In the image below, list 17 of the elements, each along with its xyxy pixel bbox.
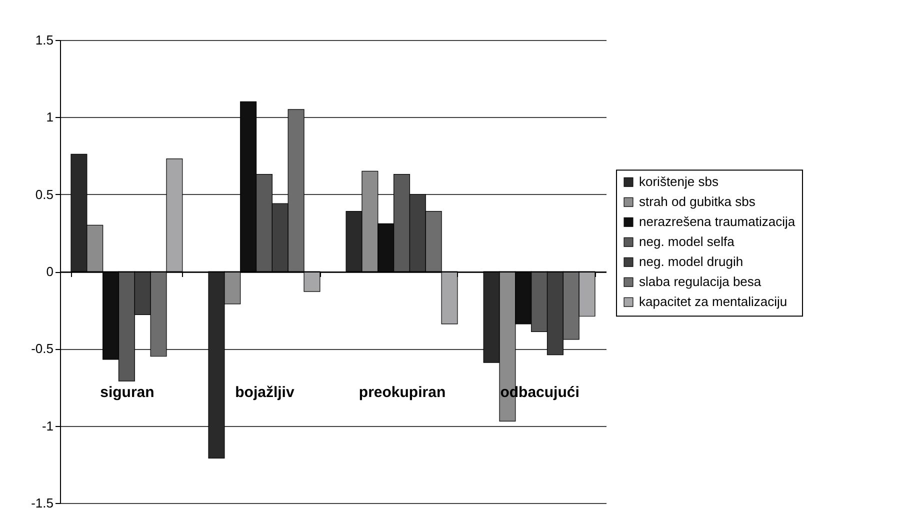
legend-label: neg. model drugih <box>639 254 744 270</box>
y-tick-label: 1 <box>46 110 54 125</box>
legend-label: nerazrešena traumatizacija <box>639 214 796 230</box>
legend-label: korištenje sbs <box>639 174 719 190</box>
legend-label: slaba regulacija besa <box>639 274 762 290</box>
y-tick-label: -0.5 <box>31 341 54 356</box>
x-tick-label: siguran <box>100 384 154 401</box>
y-tick-label: 0 <box>46 264 54 279</box>
x-tick-label: preokupiran <box>358 384 446 401</box>
y-tick-label: -1 <box>42 418 54 434</box>
x-tick-label: bojažljiv <box>235 384 295 401</box>
legend-label: strah od gubitka sbs <box>639 194 756 210</box>
legend-label: kapacitet za mentalizaciju <box>639 294 788 310</box>
y-tick-label: -1.5 <box>31 496 54 510</box>
y-tick-label: 0.5 <box>35 186 54 202</box>
y-tick-label: 1.5 <box>35 32 54 48</box>
legend-label: neg. model selfa <box>639 234 736 250</box>
